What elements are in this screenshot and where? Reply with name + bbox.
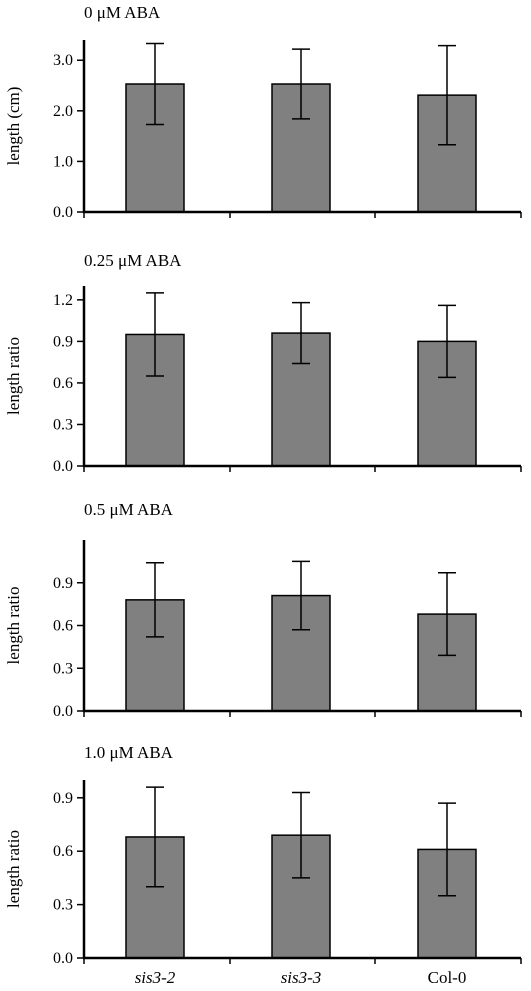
category-label-sis3-2: sis3-2 [135,968,176,987]
y-tick-label: 0.3 [53,897,73,914]
y-tick-label: 0.9 [53,333,73,350]
chart-panel-4: 1.0 μM ABA length ratio 0.0 0.3 0.6 0.9 sis3-2… [4,743,522,987]
chart-panel-1: 0 μM ABA length (cm) 0.0 1.0 2.0 3.0 [4,3,522,221]
y-tick-label: 1.2 [53,292,73,309]
y-axis-label: length ratio [4,830,23,908]
y-tick-label: 0.0 [53,204,73,221]
panel-title: 0.25 μM ABA [84,251,182,270]
y-tick-label: 0.6 [53,843,73,860]
chart-panel-3: 0.5 μM ABA length ratio 0.0 0.3 0.6 0.9 [4,500,522,720]
y-tick-label: 0.3 [53,660,73,677]
y-tick-label: 2.0 [53,103,73,120]
y-tick-label: 1.0 [53,153,73,170]
y-tick-label: 0.6 [53,375,73,392]
y-tick-label: 0.9 [53,575,73,592]
panel-title: 0 μM ABA [84,3,161,22]
panel-title: 0.5 μM ABA [84,500,174,519]
category-label-Col-0: Col-0 [428,968,467,987]
y-tick-label: 0.0 [53,703,73,720]
chart-panel-2: 0.25 μM ABA length ratio 0.0 0.3 0.6 0.9 1.2 [4,251,522,475]
panel-title: 1.0 μM ABA [84,743,174,762]
y-tick-label: 3.0 [53,52,73,69]
y-tick-label: 0.9 [53,790,73,807]
y-tick-label: 0.6 [53,618,73,635]
y-axis-label: length ratio [4,587,23,665]
category-label-sis3-3: sis3-3 [281,968,322,987]
y-tick-label: 0.0 [53,950,73,967]
y-tick-label: 0.3 [53,416,73,433]
y-axis-label: length (cm) [4,87,23,166]
y-tick-label: 0.0 [53,458,73,475]
y-axis-label: length ratio [4,337,23,415]
